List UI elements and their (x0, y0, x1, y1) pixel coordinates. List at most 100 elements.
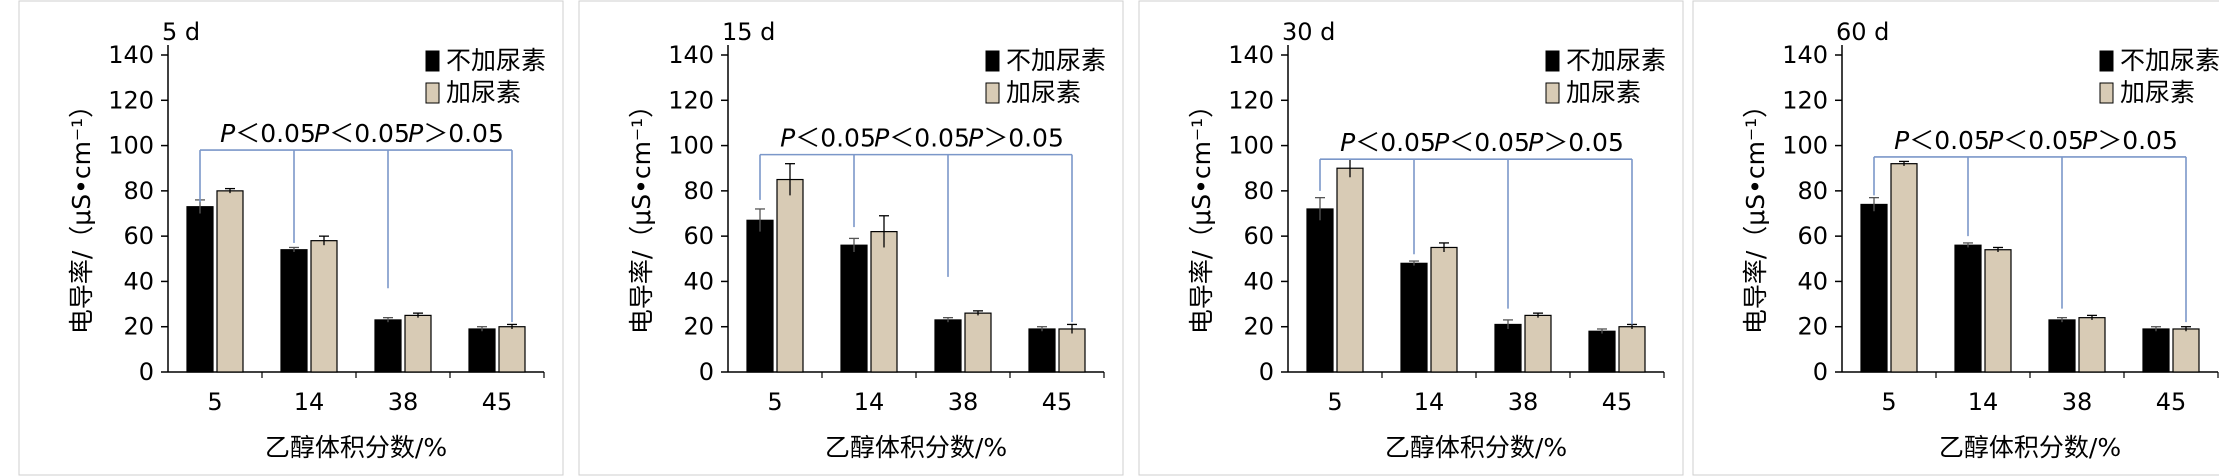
x-tick-label: 5 (207, 388, 222, 416)
y-axis-title: 电导率/（μS•cm⁻¹） (627, 93, 656, 334)
y-tick-label: 140 (1782, 41, 1828, 69)
bar (1028, 328, 1056, 373)
bar (2078, 317, 2106, 373)
panel-frame (1692, 0, 2219, 476)
legend-swatch (425, 82, 440, 104)
bar (186, 206, 214, 373)
chart-panel: 30 d 0 20 40 60 80 100 120 140 5 14 38 45 乙醇体积分数/% 电导率… (1138, 0, 1684, 476)
y-tick-label: 140 (1228, 41, 1274, 69)
x-tick-label: 45 (1042, 388, 1073, 416)
bar (964, 312, 992, 373)
bar (2048, 319, 2076, 373)
bar (1400, 262, 1428, 373)
p-value-annotation: P＞0.05 (968, 124, 1064, 153)
legend-label: 不加尿素 (1566, 46, 1666, 75)
y-tick-label: 140 (668, 41, 714, 69)
y-tick-label: 100 (1228, 132, 1274, 160)
y-tick-label: 0 (1813, 358, 1828, 386)
bar (1860, 203, 1888, 373)
x-tick-label: 38 (948, 388, 979, 416)
bar (468, 328, 496, 373)
x-tick-label: 5 (767, 388, 782, 416)
x-axis-title: 乙醇体积分数/% (1939, 433, 2121, 462)
p-value-annotation: P＜0.05 (1434, 128, 1530, 157)
legend-label: 不加尿素 (2120, 46, 2219, 75)
chart-title: 15 d (722, 18, 775, 46)
chart-title: 30 d (1282, 18, 1335, 46)
bar (746, 219, 774, 373)
y-tick-label: 100 (668, 132, 714, 160)
chart-panel: 60 d 0 20 40 60 80 100 120 140 5 14 38 45 乙醇体积分数/% 电导率… (1692, 0, 2219, 476)
bar (404, 314, 432, 373)
y-tick-label: 60 (683, 222, 714, 250)
y-tick-label: 60 (1243, 222, 1274, 250)
chart-title: 60 d (1836, 18, 1889, 46)
x-axis-title: 乙醇体积分数/% (265, 433, 447, 462)
legend-swatch (2099, 50, 2114, 72)
legend-swatch (985, 50, 1000, 72)
x-tick-label: 5 (1327, 388, 1342, 416)
y-axis-title: 电导率/（μS•cm⁻¹） (1187, 93, 1216, 334)
bar (1494, 323, 1522, 373)
x-tick-label: 14 (294, 388, 325, 416)
panel-frame (18, 0, 564, 476)
legend-label: 加尿素 (1566, 78, 1641, 107)
y-tick-label: 20 (1797, 313, 1828, 341)
legend-label: 加尿素 (1006, 78, 1081, 107)
p-value-annotation: P＞0.05 (408, 119, 504, 148)
y-tick-label: 120 (1782, 86, 1828, 114)
y-tick-label: 40 (1797, 267, 1828, 295)
bar (1890, 163, 1918, 373)
x-axis-title: 乙醇体积分数/% (825, 433, 1007, 462)
chart-title: 5 d (162, 18, 200, 46)
bar (498, 326, 526, 373)
x-tick-label: 45 (1602, 388, 1633, 416)
bar (840, 244, 868, 373)
y-tick-label: 140 (108, 41, 154, 69)
p-value-annotation: P＞0.05 (1528, 128, 1624, 157)
y-tick-label: 60 (1797, 222, 1828, 250)
bar (1306, 208, 1334, 373)
y-tick-label: 120 (668, 86, 714, 114)
y-tick-label: 80 (683, 177, 714, 205)
chart-panel: 5 d 0 20 40 60 80 100 120 140 5 14 38 45 乙醇体积分数/% 电导率/… (18, 0, 564, 476)
bar (1430, 246, 1458, 373)
y-tick-label: 120 (108, 86, 154, 114)
x-tick-label: 45 (482, 388, 513, 416)
x-axis-title: 乙醇体积分数/% (1385, 433, 1567, 462)
y-tick-label: 20 (683, 313, 714, 341)
legend-label: 不加尿素 (1006, 46, 1106, 75)
bar (1524, 314, 1552, 373)
panel-frame (578, 0, 1124, 476)
x-tick-label: 38 (388, 388, 419, 416)
p-value-annotation: P＜0.05 (874, 124, 970, 153)
chart-panel: 15 d 0 20 40 60 80 100 120 140 5 14 38 45 乙醇体积分数/% 电导率… (578, 0, 1124, 476)
y-tick-label: 40 (123, 267, 154, 295)
bar (934, 319, 962, 373)
y-tick-label: 0 (699, 358, 714, 386)
legend-label: 不加尿素 (446, 46, 546, 75)
legend-swatch (1545, 82, 1560, 104)
x-tick-label: 45 (2156, 388, 2187, 416)
legend-label: 加尿素 (2120, 78, 2195, 107)
bar (1954, 244, 1982, 373)
y-tick-label: 20 (1243, 313, 1274, 341)
y-axis-title: 电导率/（μS•cm⁻¹） (1741, 93, 1770, 334)
bar (2142, 328, 2170, 373)
legend-swatch (985, 82, 1000, 104)
x-tick-label: 14 (1968, 388, 1999, 416)
x-tick-label: 14 (1414, 388, 1445, 416)
y-tick-label: 0 (139, 358, 154, 386)
y-tick-label: 120 (1228, 86, 1274, 114)
y-tick-label: 100 (108, 132, 154, 160)
bar (280, 249, 308, 373)
chart-svg: 30 d 0 20 40 60 80 100 120 140 5 14 38 45 乙醇体积分数/% 电导率… (1138, 0, 1684, 476)
p-value-annotation: P＜0.05 (314, 119, 410, 148)
chart-svg: 60 d 0 20 40 60 80 100 120 140 5 14 38 45 乙醇体积分数/% 电导率… (1692, 0, 2219, 476)
legend-swatch (2099, 82, 2114, 104)
bar (1058, 328, 1086, 373)
p-value-annotation: P＞0.05 (2082, 126, 2178, 155)
bar (870, 231, 898, 373)
bar (216, 190, 244, 373)
